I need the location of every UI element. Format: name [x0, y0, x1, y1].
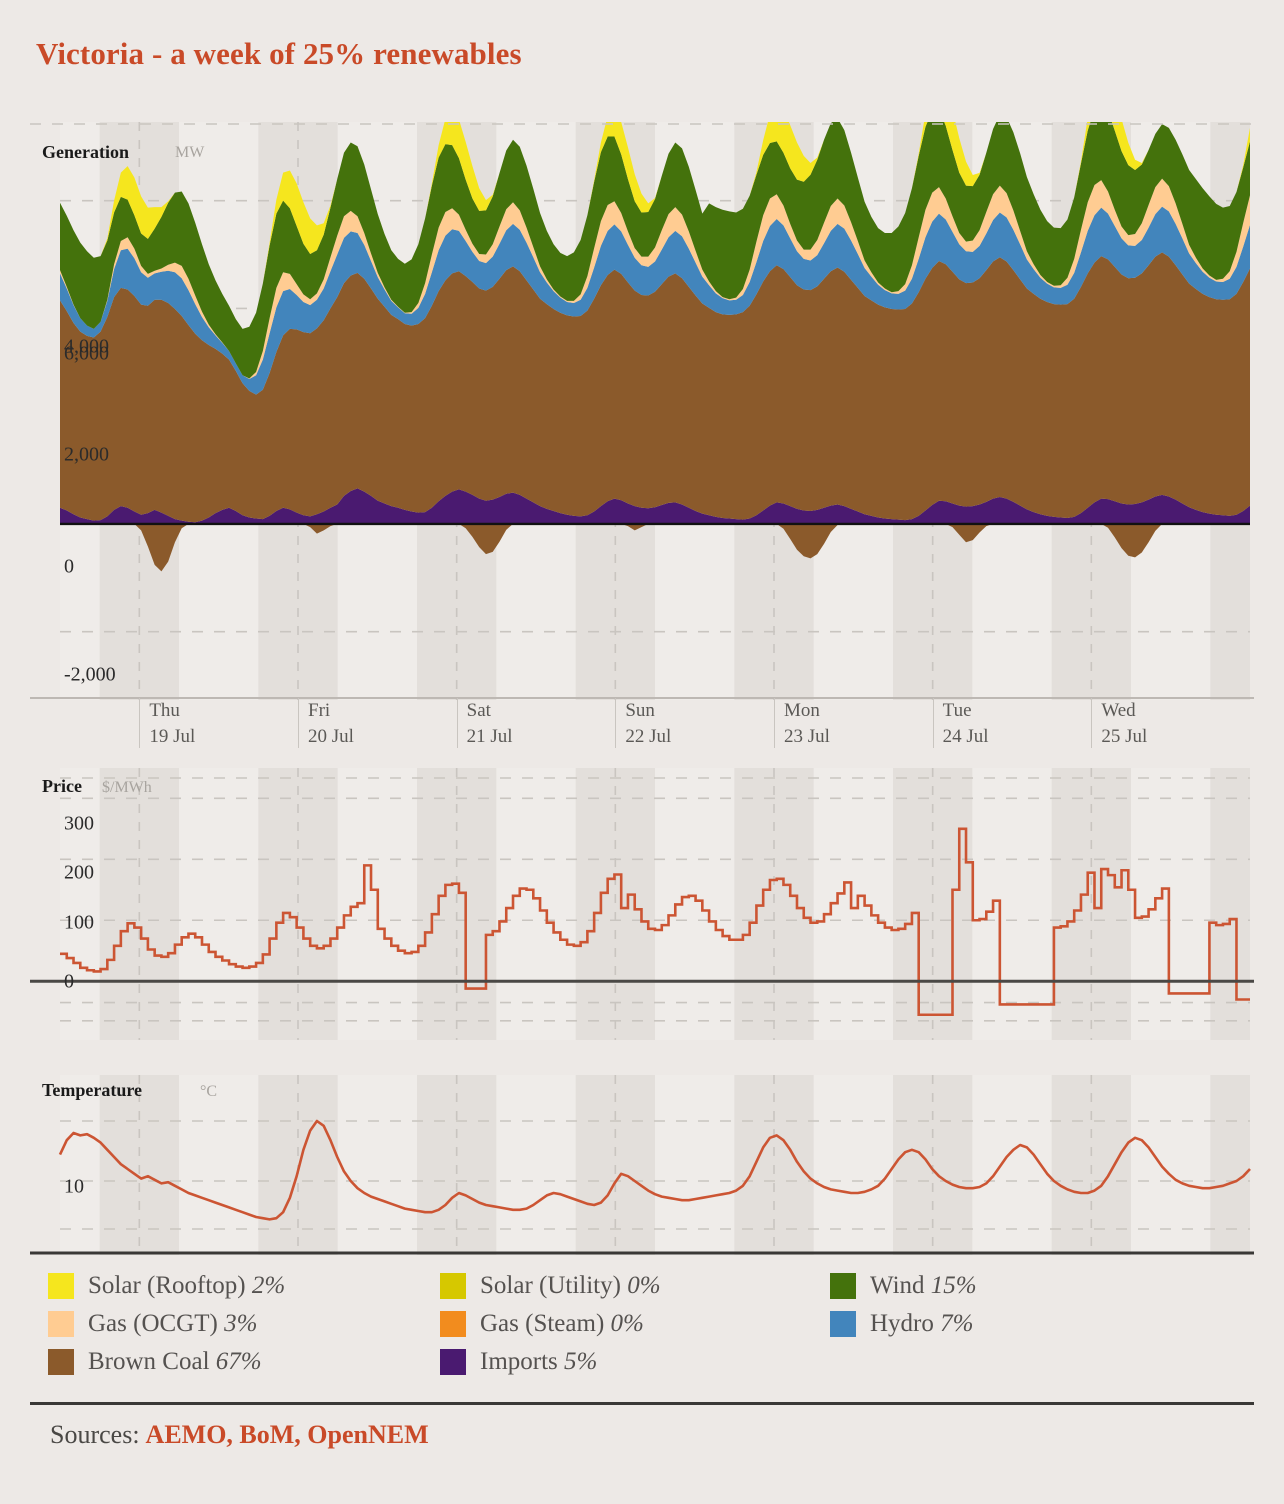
night-band	[734, 768, 814, 1040]
temperature-panel: Temperature °C 10	[30, 1075, 1254, 1255]
x-axis-day-sun: Sun 22 Jul	[615, 698, 671, 748]
night-band	[417, 768, 497, 1040]
legend-swatch-icon	[830, 1311, 856, 1337]
legend-percent: 7%	[940, 1310, 974, 1337]
day-of-week: Mon	[784, 700, 820, 721]
day-of-month: 19 Jul	[149, 725, 196, 747]
area-solar-rooftop-	[60, 122, 1250, 329]
legend-label: Gas (Steam) 0%	[480, 1310, 644, 1338]
legend-label: Brown Coal 67%	[88, 1348, 262, 1376]
legend-percent: 5%	[564, 1348, 598, 1375]
x-axis-day-thu: Thu 19 Jul	[139, 698, 195, 748]
day-of-month: 25 Jul	[1101, 725, 1148, 747]
legend-item-wind[interactable]: Wind 15%	[830, 1272, 977, 1300]
legend-percent: 2%	[251, 1272, 286, 1299]
legend-label: Solar (Utility) 0%	[480, 1272, 661, 1300]
x-axis-day-labels: Thu 19 Jul Fri 20 Jul Sat 21 Jul Sun 22 Jul Mon 2…	[30, 698, 1254, 754]
generation-plot	[30, 122, 1254, 700]
price-plot	[30, 768, 1254, 1040]
legend-item-hydro[interactable]: Hydro 7%	[830, 1310, 973, 1338]
legend-item-gas-steam[interactable]: Gas (Steam) 0%	[440, 1310, 644, 1338]
legend-label-text: Gas (Steam)	[480, 1310, 611, 1337]
area-gas-ocgt-	[60, 178, 1250, 379]
legend: Solar (Rooftop) 2% Solar (Utility) 0% Wind…	[30, 1272, 1254, 1392]
day-of-month: 23 Jul	[784, 725, 830, 747]
price-chart-svg	[30, 768, 1254, 1040]
day-of-week: Tue	[942, 700, 972, 721]
legend-item-solar-rooftop[interactable]: Solar (Rooftop) 2%	[48, 1272, 285, 1300]
legend-percent: 0%	[627, 1272, 661, 1299]
day-of-week: Sat	[466, 700, 491, 721]
legend-item-gas-ocgt[interactable]: Gas (OCGT) 3%	[48, 1310, 257, 1338]
legend-item-imports[interactable]: Imports 5%	[440, 1348, 597, 1376]
area-wind	[60, 122, 1250, 379]
sources-line: Sources: AEMO, BoM, OpenNEM	[50, 1420, 429, 1450]
area-brown-coal	[60, 252, 1250, 523]
x-axis-day-wed: Wed 25 Jul	[1091, 698, 1147, 748]
night-band	[99, 768, 179, 1040]
day-of-week: Wed	[1101, 700, 1136, 721]
day-of-week: Fri	[308, 700, 331, 721]
temperature-line	[58, 1119, 1251, 1221]
legend-percent: 3%	[224, 1310, 258, 1337]
area-imports	[60, 488, 1250, 524]
price-line	[60, 827, 1250, 1017]
day-of-month: 22 Jul	[625, 725, 672, 747]
generation-chart-svg	[30, 122, 1254, 700]
legend-label: Solar (Rooftop) 2%	[88, 1272, 285, 1300]
night-band	[258, 768, 338, 1040]
legend-label-text: Gas (OCGT)	[88, 1310, 225, 1337]
x-axis-day-tue: Tue 24 Jul	[932, 698, 989, 748]
x-axis-day-fri: Fri 20 Jul	[298, 698, 354, 748]
legend-label-text: Imports	[480, 1348, 565, 1375]
x-axis-day-sat: Sat 21 Jul	[456, 698, 513, 748]
area-hydro	[60, 206, 1250, 395]
legend-label-text: Solar (Rooftop)	[88, 1272, 252, 1299]
temperature-chart-svg	[30, 1075, 1254, 1255]
legend-label: Imports 5%	[480, 1348, 597, 1376]
legend-percent: 67%	[215, 1348, 262, 1375]
generation-panel: Generation MW 6,000 4,000 2,000 0 -2,000	[30, 122, 1254, 700]
night-band	[575, 768, 655, 1040]
legend-item-brown-coal[interactable]: Brown Coal 67%	[48, 1348, 262, 1376]
day-of-month: 24 Jul	[942, 725, 989, 747]
legend-item-solar-utility[interactable]: Solar (Utility) 0%	[440, 1272, 661, 1300]
day-of-week: Thu	[149, 700, 180, 721]
day-of-month: 20 Jul	[308, 725, 354, 747]
legend-percent: 0%	[610, 1310, 644, 1337]
temperature-plot	[30, 1075, 1254, 1255]
legend-percent: 15%	[930, 1272, 977, 1299]
legend-label-text: Solar (Utility)	[480, 1272, 628, 1299]
legend-swatch-icon	[440, 1311, 466, 1337]
day-of-month: 21 Jul	[466, 725, 513, 747]
legend-swatch-icon	[440, 1349, 466, 1375]
sources-divider	[30, 1402, 1254, 1405]
legend-swatch-icon	[830, 1273, 856, 1299]
legend-label-text: Brown Coal	[88, 1348, 216, 1375]
x-axis-day-mon: Mon 23 Jul	[774, 698, 830, 748]
legend-swatch-icon	[48, 1349, 74, 1375]
price-panel: Price $/MWh 300 200 100 0	[30, 768, 1254, 1040]
night-band	[1210, 768, 1250, 1040]
legend-swatch-icon	[48, 1311, 74, 1337]
night-band	[893, 768, 973, 1040]
legend-label-text: Wind	[870, 1272, 931, 1299]
night-band	[1051, 768, 1131, 1040]
sources-prefix: Sources:	[50, 1420, 140, 1449]
legend-label: Wind 15%	[870, 1272, 977, 1300]
legend-swatch-icon	[48, 1273, 74, 1299]
legend-swatch-icon	[440, 1273, 466, 1299]
page-title: Victoria - a week of 25% renewables	[36, 36, 522, 71]
night-band	[1210, 1075, 1250, 1255]
legend-label: Hydro 7%	[870, 1310, 973, 1338]
sources-names: AEMO, BoM, OpenNEM	[145, 1420, 429, 1449]
day-of-week: Sun	[625, 700, 655, 721]
legend-label: Gas (OCGT) 3%	[88, 1310, 257, 1338]
legend-label-text: Hydro	[870, 1310, 941, 1337]
area-negative-brown-coal	[60, 523, 1250, 572]
